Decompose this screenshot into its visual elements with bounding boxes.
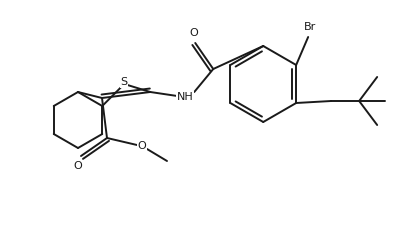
Text: O: O (74, 161, 82, 171)
Text: O: O (190, 28, 199, 38)
Text: S: S (121, 77, 128, 87)
Text: NH: NH (177, 92, 193, 102)
Text: Br: Br (304, 22, 316, 32)
Text: O: O (138, 141, 146, 151)
